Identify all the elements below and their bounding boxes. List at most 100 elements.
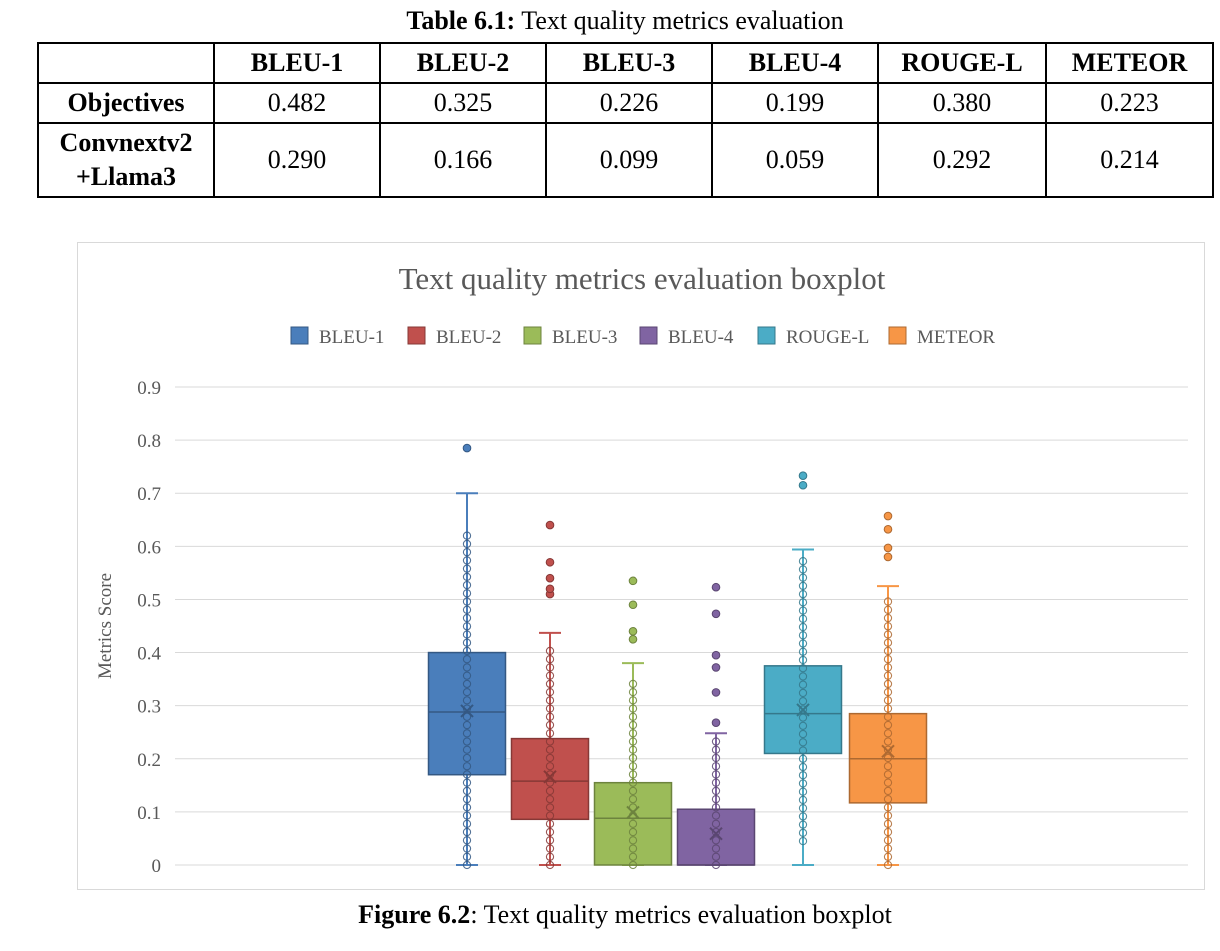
data-point bbox=[545, 737, 555, 746]
mean-marker bbox=[796, 703, 810, 717]
data-point bbox=[462, 778, 472, 787]
chart-title: Text quality metrics evaluation boxplot bbox=[399, 261, 886, 296]
data-point bbox=[462, 745, 472, 754]
data-point bbox=[462, 696, 472, 705]
data-point bbox=[711, 827, 721, 837]
data-point bbox=[462, 548, 472, 557]
data-point bbox=[545, 671, 555, 680]
data-point bbox=[883, 622, 893, 631]
data-point bbox=[711, 852, 721, 861]
table-row: Objectives 0.482 0.325 0.226 0.199 0.380… bbox=[37, 82, 1214, 124]
data-point bbox=[883, 852, 893, 861]
data-point bbox=[798, 664, 808, 673]
outlier-point bbox=[628, 600, 638, 610]
outlier-point bbox=[883, 543, 893, 553]
data-point bbox=[462, 539, 472, 549]
data-point bbox=[628, 827, 638, 837]
data-point bbox=[798, 836, 808, 846]
box-bleu-3 bbox=[593, 576, 673, 870]
table-header-cell: BLEU-4 bbox=[711, 42, 879, 84]
data-point bbox=[798, 713, 808, 722]
data-point bbox=[462, 580, 472, 590]
data-point bbox=[545, 844, 555, 853]
y-tick-label: 0.8 bbox=[137, 431, 161, 452]
data-point bbox=[462, 646, 472, 656]
data-point bbox=[462, 613, 472, 623]
y-tick-label: 0.3 bbox=[137, 697, 161, 718]
data-point bbox=[545, 827, 555, 837]
data-point bbox=[798, 721, 808, 730]
legend-label: BLEU-1 bbox=[319, 327, 384, 348]
data-point bbox=[798, 598, 808, 607]
legend-swatch bbox=[407, 326, 426, 345]
outlier-point bbox=[883, 525, 893, 534]
table-caption-label: Table 6.1: bbox=[406, 6, 516, 35]
data-point bbox=[628, 720, 638, 730]
outlier-point bbox=[711, 718, 721, 727]
data-point bbox=[545, 720, 555, 730]
outlier-point bbox=[711, 609, 721, 619]
data-point bbox=[883, 762, 893, 771]
legend-item: BLEU-4 bbox=[639, 326, 734, 348]
data-point bbox=[545, 745, 555, 754]
y-tick-label: 0.7 bbox=[137, 484, 161, 505]
data-point bbox=[798, 581, 808, 591]
legend-label: BLEU-2 bbox=[436, 327, 501, 348]
data-point bbox=[798, 688, 808, 698]
data-point bbox=[883, 687, 893, 697]
box-bleu-1 bbox=[427, 443, 507, 870]
data-point bbox=[883, 844, 893, 853]
data-point bbox=[628, 737, 638, 746]
data-point bbox=[545, 794, 555, 804]
table-cell: 0.223 bbox=[1045, 82, 1214, 124]
data-point bbox=[883, 613, 893, 623]
table-header-cell: BLEU-3 bbox=[545, 42, 713, 84]
mean-marker bbox=[460, 704, 474, 718]
data-point bbox=[711, 811, 721, 820]
data-point bbox=[711, 803, 721, 812]
metrics-table: BLEU-1 BLEU-2 BLEU-3 BLEU-4 ROUGE-L METE… bbox=[37, 42, 1214, 198]
legend-item: BLEU-1 bbox=[290, 326, 384, 348]
data-point bbox=[462, 836, 472, 845]
data-point bbox=[883, 836, 893, 845]
data-point bbox=[545, 712, 555, 721]
data-point bbox=[711, 860, 721, 870]
mean-marker bbox=[626, 805, 640, 820]
chart-legend: BLEU-1 BLEU-2 BLEU-3 BLEU-4 ROUGE-L METEOR bbox=[290, 326, 995, 348]
data-point bbox=[462, 589, 472, 598]
data-point bbox=[883, 860, 893, 870]
data-point bbox=[462, 638, 472, 647]
data-point bbox=[462, 729, 472, 738]
legend-item: METEOR bbox=[888, 326, 995, 348]
table-cell: 0.292 bbox=[877, 122, 1047, 198]
data-point bbox=[462, 605, 472, 614]
mean-marker bbox=[543, 770, 557, 784]
data-point bbox=[628, 794, 638, 804]
data-point bbox=[462, 597, 472, 606]
data-point bbox=[798, 647, 808, 656]
outlier-point bbox=[711, 663, 721, 672]
data-point bbox=[883, 778, 893, 787]
table-header-cell: ROUGE-L bbox=[877, 42, 1047, 84]
data-point bbox=[462, 572, 472, 582]
data-point bbox=[711, 737, 721, 746]
data-point bbox=[883, 811, 893, 820]
data-point bbox=[883, 630, 893, 639]
data-point bbox=[711, 753, 721, 763]
data-point bbox=[545, 803, 555, 812]
data-point bbox=[462, 622, 472, 631]
table-cell: 0.099 bbox=[545, 122, 713, 198]
data-point bbox=[883, 638, 893, 647]
outlier-point bbox=[883, 552, 893, 562]
outlier-point bbox=[462, 443, 472, 453]
outlier-point bbox=[628, 634, 638, 644]
y-tick-label: 0 bbox=[152, 856, 162, 877]
data-point bbox=[462, 762, 472, 771]
legend-swatch bbox=[523, 326, 542, 345]
data-point bbox=[883, 753, 893, 763]
data-point bbox=[628, 778, 638, 787]
data-point bbox=[628, 844, 638, 853]
data-point bbox=[798, 795, 808, 805]
data-point bbox=[545, 729, 555, 738]
data-point bbox=[628, 679, 638, 689]
